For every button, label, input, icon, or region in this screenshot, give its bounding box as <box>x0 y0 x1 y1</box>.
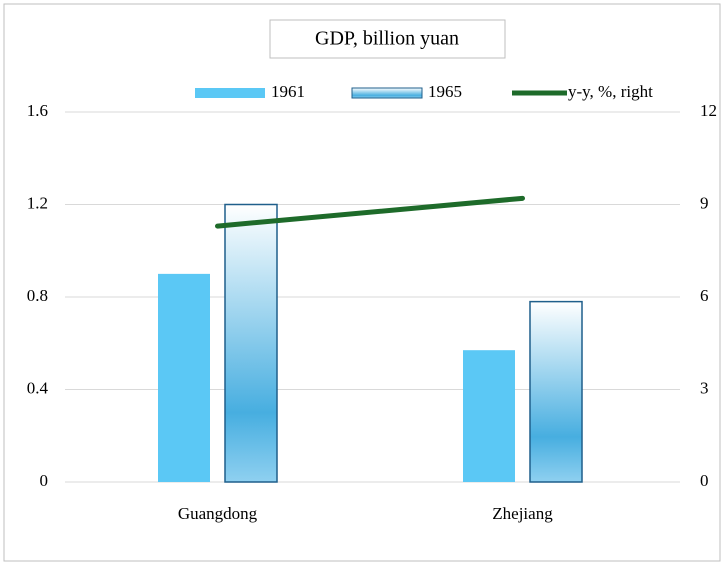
bar <box>463 350 515 482</box>
y-tick-label: 0 <box>40 471 49 490</box>
x-tick-label: Guangdong <box>178 504 258 523</box>
y-tick-label: 1.6 <box>27 101 48 120</box>
legend-swatch <box>195 88 265 98</box>
y-tick-label: 1.2 <box>27 193 48 212</box>
title-box <box>269 19 506 59</box>
bar <box>158 273 210 482</box>
y2-tick-label: 12 <box>700 101 717 120</box>
y2-tick-label: 6 <box>700 286 709 305</box>
y-tick-label: 0.8 <box>27 286 48 305</box>
x-tick-label: Zhejiang <box>492 504 553 523</box>
line <box>215 195 525 229</box>
bar <box>224 203 278 483</box>
y2-tick-label: 9 <box>700 193 709 212</box>
legend-label: 1961 <box>271 82 305 101</box>
y2-tick-label: 0 <box>700 471 709 490</box>
legend-label: 1965 <box>428 82 462 101</box>
bar <box>529 300 583 483</box>
legend-swatch <box>351 87 423 99</box>
y2-tick-label: 3 <box>700 378 709 397</box>
y-tick-label: 0.4 <box>27 378 49 397</box>
chart-title: GDP, billion yuan <box>315 28 459 50</box>
legend-label: y-y, %, right <box>568 82 653 101</box>
